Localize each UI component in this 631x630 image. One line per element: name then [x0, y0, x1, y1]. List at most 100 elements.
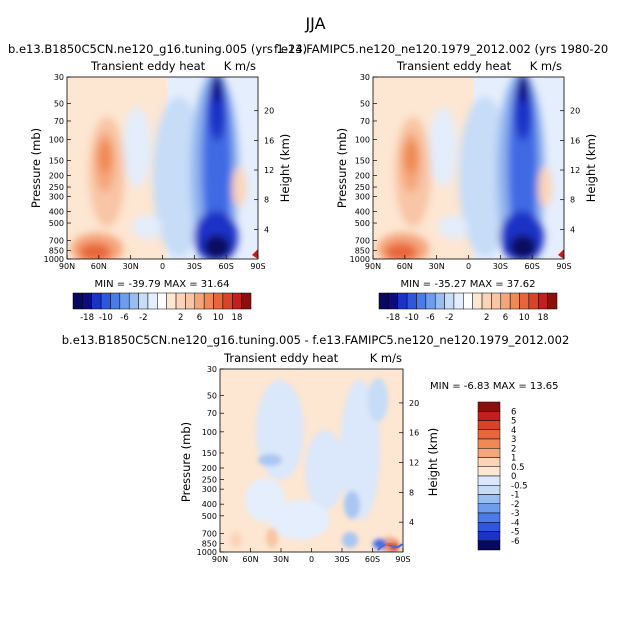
colorbar-swatch [477, 457, 501, 467]
colorbar-swatch [519, 292, 530, 310]
colorbar-label: 10 [519, 313, 530, 323]
colorbar-label: -6 [120, 313, 128, 323]
colorbar-swatch [378, 292, 389, 310]
colorbar-swatch [157, 292, 167, 310]
x-tick-label: 60N [242, 555, 258, 564]
y-tick-label: 400 [49, 207, 64, 216]
colorbar-label: 18 [538, 313, 549, 323]
colorbar-label: 4 [511, 426, 516, 436]
colorbar-swatch [406, 292, 417, 310]
colorbar-swatch [232, 292, 242, 310]
colorbar-swatch [477, 494, 501, 504]
y-tick-label: 150 [202, 449, 217, 458]
colorbar-swatch [444, 292, 455, 310]
y-tick-label: 200 [202, 464, 217, 473]
y-tick-label: 300 [49, 193, 64, 202]
colorbar-swatch [463, 292, 473, 310]
colorbar-swatch [477, 448, 501, 458]
colorbar-label: 10 [213, 313, 224, 323]
x-tick-label: 90S [556, 262, 571, 271]
colorbar-label: -3 [511, 509, 519, 519]
colorbar-swatch [453, 292, 464, 310]
y-tick-label: 250 [49, 183, 64, 192]
colorbar-swatch [203, 292, 214, 310]
x-tick-label: 30N [273, 555, 289, 564]
panel-title-obs: f.e13.FAMIPC5.ne120_ne120.1979_2012.002 … [274, 42, 609, 56]
minmax-diff: MIN = -6.83 MAX = 13.65 [430, 381, 559, 392]
y-tick-label: 50 [54, 100, 64, 109]
y-tick-label: 150 [49, 157, 64, 166]
y-tick-label: 70 [360, 117, 370, 126]
panel-title-diff: b.e13.B1850C5CN.ne120_g16.tuning.005 - f… [61, 333, 570, 347]
colorbar-swatch [416, 292, 427, 310]
x-tick-label: 60S [219, 262, 234, 271]
y-tick-label: 30 [360, 73, 370, 82]
x-tick-label: 0 [466, 262, 471, 271]
y-tick-label: 200 [355, 171, 370, 180]
colorbar-swatch [194, 292, 205, 310]
colorbar-swatch [119, 292, 130, 310]
colorbar-swatch [147, 292, 158, 310]
left-string-obs: Transient eddy heat [396, 59, 512, 73]
x-tick-label: 30S [334, 555, 349, 564]
ylabel-right-diff: Height (km) [426, 428, 440, 497]
colorbar-swatch [425, 292, 436, 310]
colorbar-swatch [185, 292, 196, 310]
colorbar-swatch [472, 292, 483, 310]
colorbar-swatch [509, 292, 520, 310]
colorbar-swatch [477, 512, 501, 523]
x-tick-label: 60N [397, 262, 413, 271]
y-tick-label: 300 [202, 485, 217, 494]
y-tick-label: 500 [49, 219, 64, 228]
colorbar-label: -2 [511, 500, 519, 510]
colorbar-swatch [477, 420, 501, 430]
y-tick-label: 70 [54, 117, 64, 126]
height-tick-label: 20 [264, 107, 274, 116]
panel-difference: 3050701001502002503004005007008501000481… [179, 351, 559, 564]
height-tick-label: 4 [264, 225, 269, 234]
y-tick-label: 100 [202, 428, 217, 437]
colorbar-label: 6 [503, 313, 508, 323]
colorbar-swatch [477, 503, 501, 514]
panel-model: 3050701001502002503004005007008501000481… [29, 59, 292, 323]
colorbar-label: -18 [80, 313, 94, 323]
height-tick-label: 8 [409, 488, 414, 497]
colorbar-swatch [528, 292, 539, 310]
x-tick-label: 90S [395, 555, 410, 564]
y-tick-label: 100 [49, 135, 64, 144]
colorbar-swatch [477, 411, 501, 421]
colorbar-label: -0.5 [511, 481, 528, 491]
height-tick-label: 4 [570, 225, 575, 234]
y-tick-label: 50 [207, 392, 217, 401]
colorbar-swatch [477, 438, 501, 449]
colorbar-label: -6 [511, 537, 519, 547]
y-tick-label: 400 [202, 500, 217, 509]
colorbar-swatch [110, 292, 121, 310]
panel-title-model: b.e13.B1850C5CN.ne120_g16.tuning.005 (yr… [8, 42, 308, 56]
x-tick-label: 60S [365, 555, 380, 564]
colorbar-label: 1 [511, 454, 516, 464]
colorbar-swatch [477, 522, 501, 532]
colorbar-swatch [82, 292, 92, 310]
height-tick-label: 12 [570, 166, 580, 175]
colorbar-swatch [477, 466, 501, 477]
y-tick-label: 70 [207, 409, 217, 418]
x-tick-label: 90N [212, 555, 228, 564]
height-tick-label: 8 [570, 196, 575, 205]
y-tick-label: 850 [49, 247, 64, 256]
colorbar-swatch [213, 292, 224, 310]
y-tick-label: 300 [355, 193, 370, 202]
y-tick-label: 500 [202, 512, 217, 521]
colorbar-swatch [222, 292, 233, 310]
colorbar-swatch [72, 292, 83, 310]
height-tick-label: 12 [409, 459, 419, 468]
colorbar-label: -5 [511, 528, 519, 538]
colorbar-label: 0 [511, 472, 516, 482]
units-obs: K m/s [530, 59, 562, 73]
colorbar-label: -10 [99, 313, 113, 323]
y-tick-label: 1000 [350, 255, 370, 264]
units-diff: K m/s [370, 351, 402, 365]
colorbar-swatch [547, 292, 558, 310]
y-tick-label: 250 [355, 183, 370, 192]
